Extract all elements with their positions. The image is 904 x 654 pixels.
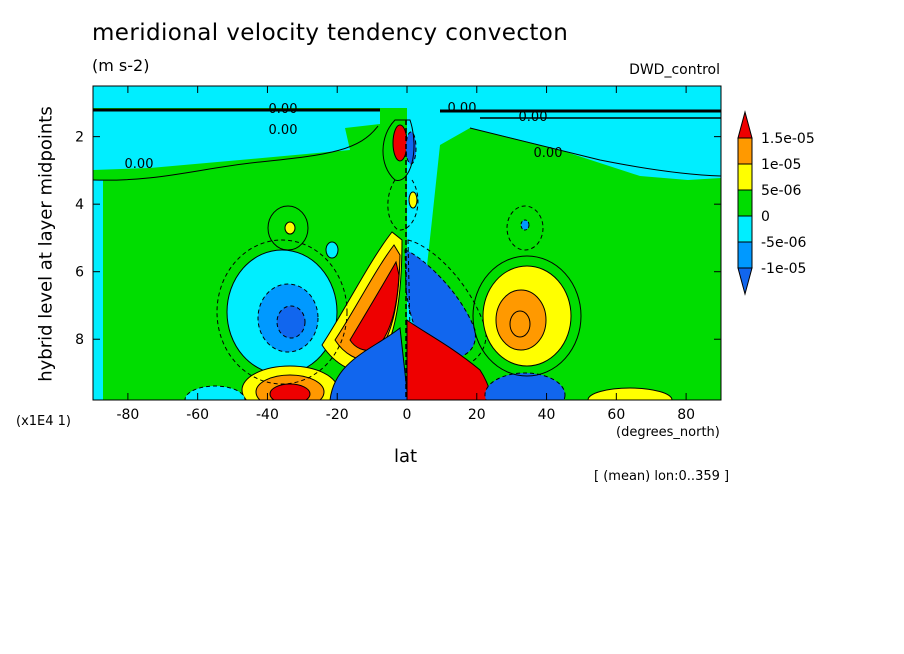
y-tick-label: 8 <box>75 332 84 348</box>
eq-positive-tongue-core <box>349 260 400 351</box>
contour-line <box>506 205 544 251</box>
colorbar-label: 5e-06 <box>761 183 801 199</box>
colorbar-swatch <box>737 137 753 165</box>
contour-labels: 0.00 0.00 0.00 0.00 0.00 0.00 <box>125 101 563 172</box>
upper-positive-core <box>392 124 408 162</box>
colorbar-swatch <box>737 241 753 269</box>
x-tick-label: -40 <box>256 407 279 423</box>
contour-line <box>469 127 721 177</box>
x-tick-label: -20 <box>326 407 349 423</box>
nh-positive-lobe-core <box>509 310 531 338</box>
chart-title: meridional velocity tendency convecton <box>92 20 569 46</box>
contour-value-label: 0.00 <box>269 123 298 138</box>
y-scale-note: (x1E4 1) <box>16 414 71 429</box>
x-tick-label: -80 <box>116 407 139 423</box>
contour-value-label: 0.00 <box>534 146 563 161</box>
contour-line <box>382 119 415 181</box>
experiment-label: DWD_control <box>629 62 720 78</box>
x-axis: -80 -60 -40 -20 0 20 40 60 80 <box>116 86 695 423</box>
footnote: [ (mean) lon:0..359 ] <box>594 469 730 484</box>
contour-value-label: 0.00 <box>448 101 477 116</box>
x-tick-label: 0 <box>403 407 412 423</box>
colorbar: 1.5e-05 1e-05 5e-06 0 -5e-06 -1e-05 <box>737 110 815 296</box>
x-tick-label: 60 <box>607 407 625 423</box>
contour-line <box>267 205 309 251</box>
contour-line <box>472 255 582 377</box>
colorbar-label: 0 <box>761 209 770 225</box>
mid-positive-spot <box>408 191 418 209</box>
small-negative-spot-left <box>325 241 339 259</box>
nh-negative-bottom <box>484 372 566 400</box>
small-negative-spot <box>520 219 530 231</box>
x-tick-label: 20 <box>468 407 486 423</box>
field-northern-weak-negative <box>407 86 721 400</box>
colorbar-swatch <box>737 163 753 191</box>
contour-value-label: 0.00 <box>125 157 154 172</box>
x-tick-label: 80 <box>677 407 695 423</box>
sh-negative-bottom-left <box>184 385 246 400</box>
contour-value-label: 0.00 <box>269 102 298 117</box>
y-axis: 2 4 6 8 <box>75 130 721 348</box>
colorbar-swatch <box>737 215 753 243</box>
x-tick-label: -60 <box>186 407 209 423</box>
sh-negative-lobe-core <box>276 305 306 339</box>
y-tick-label: 4 <box>75 197 84 213</box>
nh-positive-bottom-right <box>587 387 673 400</box>
x-units-label: (degrees_north) <box>616 425 720 440</box>
y-tick-label: 6 <box>75 265 84 281</box>
contour-line <box>387 179 419 231</box>
colorbar-label: 1e-05 <box>761 157 801 173</box>
contour-value-label: 0.00 <box>519 110 548 125</box>
x-tick-label: 40 <box>538 407 556 423</box>
colorbar-arrow-bottom <box>737 267 753 296</box>
colorbar-label: -5e-06 <box>761 235 807 251</box>
field-top-strip <box>93 86 721 108</box>
field-sh-upper-negative <box>93 110 380 170</box>
colorbar-arrow-top <box>737 110 753 139</box>
y-tick-label: 2 <box>75 130 84 146</box>
field-left-edge <box>93 180 103 400</box>
contour-line <box>93 125 379 181</box>
colorbar-swatch <box>737 189 753 217</box>
contour-line <box>216 239 348 385</box>
x-axis-label: lat <box>394 446 418 467</box>
eq-negative-lower <box>329 327 409 400</box>
units-label: (m s-2) <box>92 56 150 75</box>
sh-positive-bottom-core <box>269 383 311 400</box>
colorbar-label: -1e-05 <box>761 261 806 277</box>
colorbar-label: 1.5e-05 <box>761 131 815 147</box>
small-positive-spot <box>284 221 296 235</box>
